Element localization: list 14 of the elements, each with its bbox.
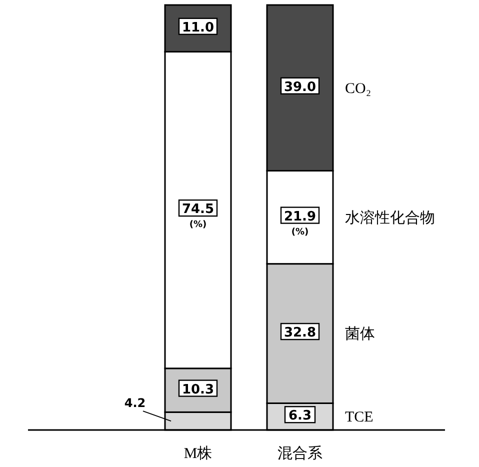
x-tick-label: 混合系 <box>278 445 322 462</box>
legend-label: 菌体 <box>345 326 375 343</box>
data-label: 21.9 (%) <box>284 209 316 238</box>
data-label: 11.0 <box>182 20 214 36</box>
legend-label: 水溶性化合物 <box>345 209 435 226</box>
data-label: 4.2 <box>124 396 146 410</box>
data-label: 6.3 <box>288 408 312 424</box>
legend-label: TCE <box>345 410 374 426</box>
legend-label: CO₂ <box>345 80 372 97</box>
data-label: 32.8 <box>284 326 316 341</box>
data-label: 39.0 <box>284 80 316 95</box>
data-label: 10.3 <box>182 382 214 398</box>
x-tick-label: M株 <box>184 445 212 462</box>
data-label: 74.5 (%) <box>182 202 214 230</box>
